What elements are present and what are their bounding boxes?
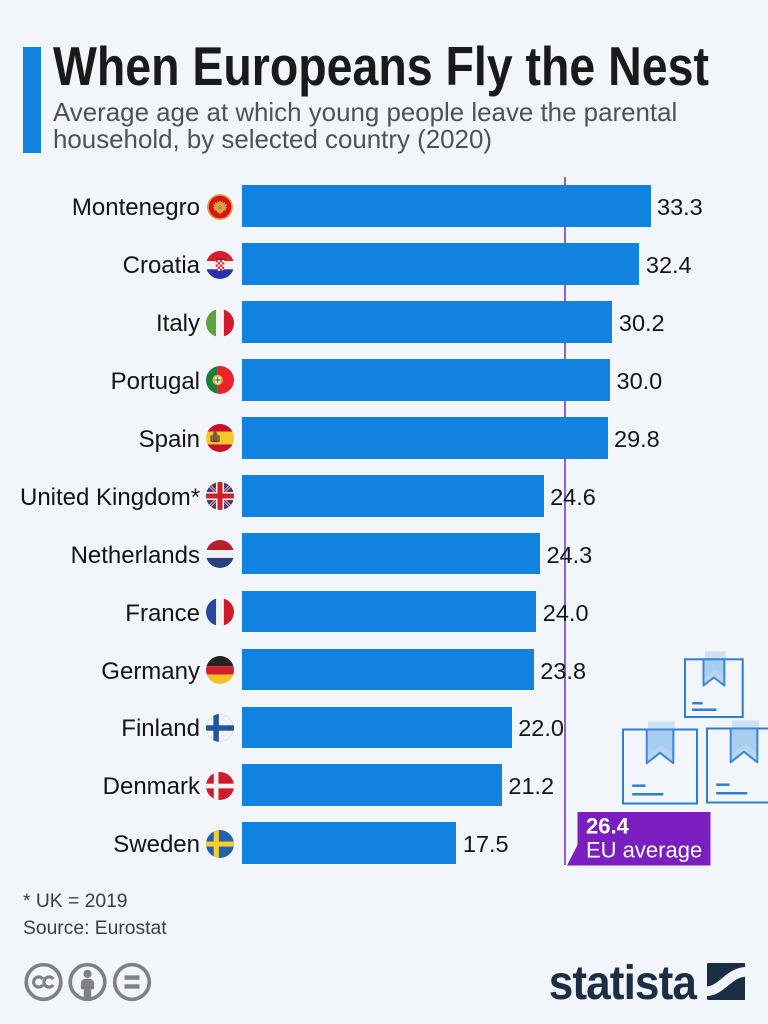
svg-text:EU average: EU average [586, 837, 702, 862]
svg-text:26.4: 26.4 [586, 813, 630, 838]
